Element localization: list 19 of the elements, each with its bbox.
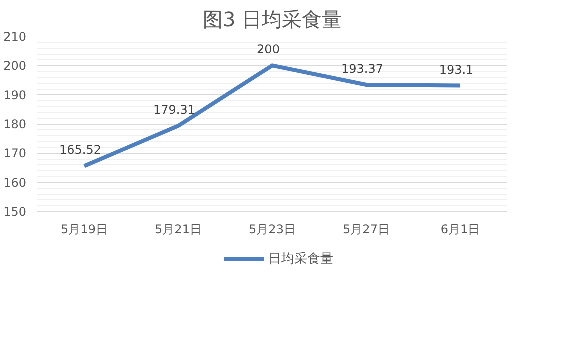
y-tick-label: 190	[4, 88, 26, 102]
legend-label: 日均采食量	[268, 251, 334, 268]
x-tick-label: 6月1日	[440, 222, 480, 236]
y-tick-label: 200	[4, 59, 26, 74]
y-tick-label: 180	[4, 118, 26, 132]
data-label: 200	[257, 42, 280, 57]
x-tick-label: 5月27日	[343, 222, 390, 236]
x-tick-label: 5月19日	[61, 222, 108, 236]
data-label: 193.37	[342, 62, 384, 76]
chart-title: 图3 日均采食量	[202, 8, 342, 32]
y-tick-label: 160	[4, 176, 26, 190]
x-tick-label: 5月21日	[155, 222, 202, 236]
data-label: 179.31	[154, 103, 196, 118]
y-tick-label: 170	[4, 146, 26, 161]
y-tick-label: 150	[4, 205, 26, 219]
x-tick-label: 5月23日	[249, 222, 296, 236]
data-label: 193.1	[439, 62, 474, 77]
data-label: 165.52	[60, 143, 102, 158]
y-tick-label: 210	[4, 30, 26, 44]
